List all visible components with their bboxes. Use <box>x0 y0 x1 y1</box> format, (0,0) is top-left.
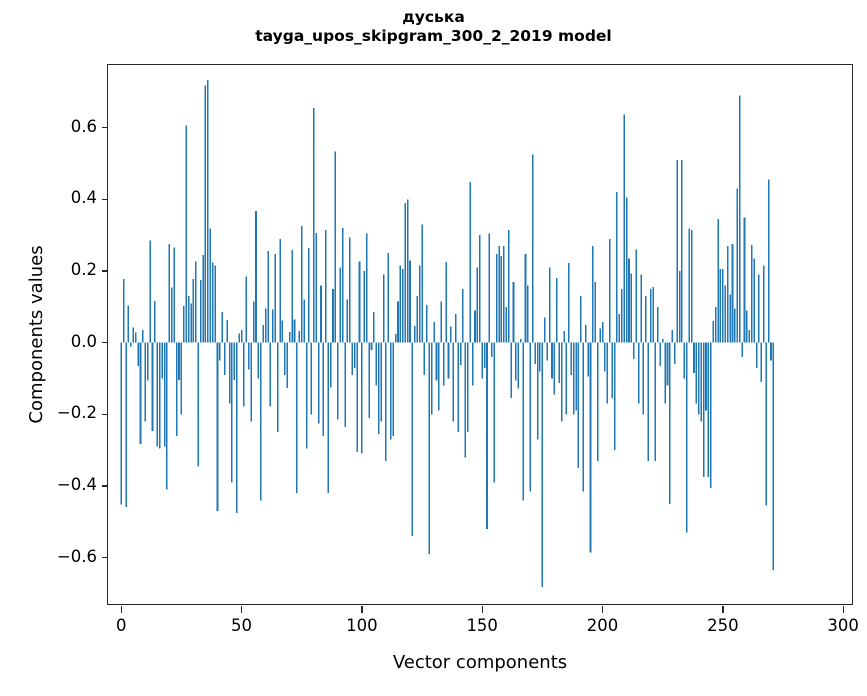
x-tick-label: 0 <box>115 616 127 635</box>
plot-area <box>108 65 852 604</box>
y-tick-label: −0.2 <box>56 403 97 423</box>
x-tick-mark <box>361 606 363 613</box>
x-tick-label: 250 <box>707 616 739 635</box>
x-tick-label: 300 <box>827 616 859 635</box>
y-tick-mark <box>101 198 108 200</box>
chart-title-line-2: tayga_upos_skipgram_300_2_2019 model <box>255 26 612 45</box>
y-axis-label: Components values <box>26 245 47 424</box>
x-tick-label: 50 <box>231 616 253 635</box>
x-tick-mark <box>601 606 604 613</box>
x-tick-mark <box>722 606 724 613</box>
plot-axes: −0.6 −0.4 −0.2 0.0 0.2 0.4 0.6 0 50 100 150 200 250… <box>57 64 859 635</box>
y-tick-label: 0.6 <box>70 116 97 136</box>
y-tick-mark <box>101 556 108 559</box>
x-tick-label: 100 <box>346 616 378 635</box>
y-tick-label: −0.4 <box>56 474 97 494</box>
y-tick-mark <box>101 485 108 487</box>
y-tick-label: 0.0 <box>70 331 97 351</box>
y-tick-label: 0.2 <box>70 260 97 279</box>
x-tick-mark <box>120 606 122 613</box>
y-tick-mark <box>101 342 108 344</box>
y-tick-label: −0.6 <box>56 546 97 566</box>
x-tick-mark <box>842 606 844 613</box>
y-tick-mark <box>101 413 108 415</box>
bar-series <box>120 80 775 588</box>
x-tick-label: 150 <box>466 616 498 635</box>
x-tick-mark <box>240 606 243 613</box>
chart-title: дуська tayga_upos_skipgram_300_2_2019 mo… <box>0 8 867 45</box>
x-tick-label: 200 <box>586 616 619 635</box>
y-tick-mark <box>101 270 108 272</box>
y-tick-mark <box>101 127 108 129</box>
chart-title-line-1: дуська <box>402 8 465 26</box>
x-axis-label: Vector components <box>392 652 568 673</box>
y-tick-label: 0.4 <box>70 188 97 208</box>
x-tick-mark <box>481 606 483 613</box>
